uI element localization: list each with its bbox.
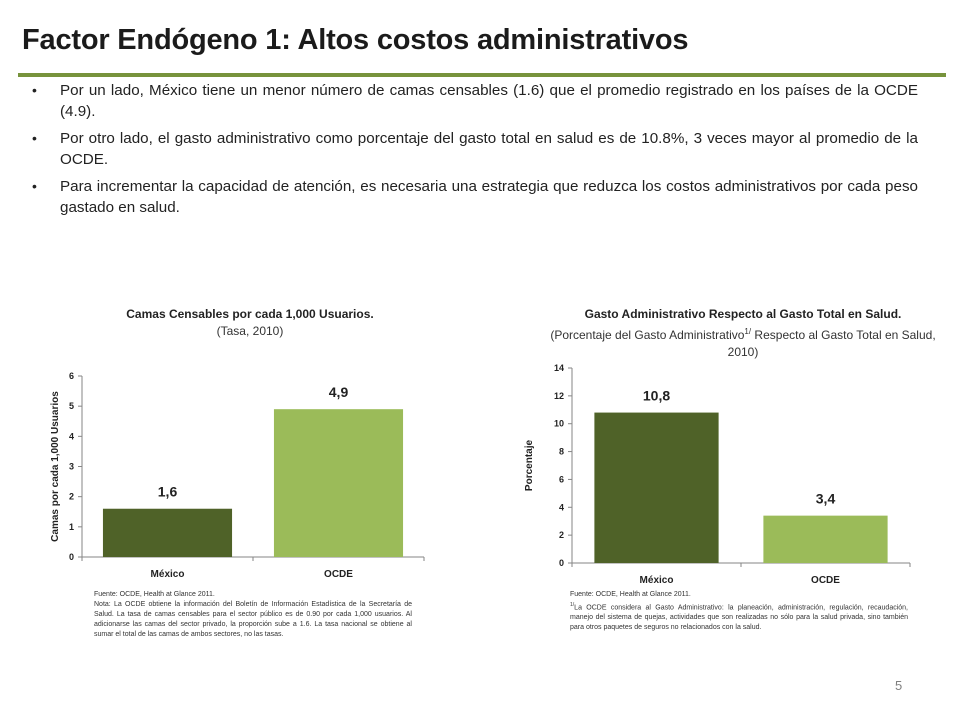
chart2-y-tick-label: 0: [559, 558, 564, 568]
chart2-subtitle: (Porcentaje del Gasto Administrativo1/ R…: [550, 327, 936, 359]
chart2-bar-1: [594, 412, 719, 563]
chart2-y-axis-label: Porcentaje: [524, 439, 535, 491]
chart1-data-label: 4,9: [329, 384, 349, 400]
chart1-y-tick-label: 0: [69, 552, 74, 562]
chart1-x-tick-label: México: [151, 569, 185, 580]
chart2-y-tick-label: 8: [559, 447, 564, 457]
chart1-note: Fuente: OCDE, Health at Glance 2011. Not…: [94, 590, 412, 640]
bullet-item: Por un lado, México tiene un menor númer…: [32, 80, 918, 122]
chart2-x-tick-label: México: [640, 575, 674, 586]
chart2-data-label: 10,8: [643, 388, 670, 404]
chart1-bar-chart: 0 1 2 3 4 5 6 Camas por cada 1,000 Usuarios 1,6 M…: [50, 371, 425, 580]
chart1-note-text: Nota: La OCDE obtiene la información del…: [94, 601, 412, 638]
chart2-y-tick-label: 12: [554, 391, 564, 401]
chart2-y-tick-label: 4: [559, 502, 564, 512]
chart1-y-tick-label: 3: [69, 462, 74, 472]
chart2-note-source: Fuente: OCDE, Health at Glance 2011.: [570, 591, 691, 598]
chart1-title-block: Camas Censables por cada 1,000 Usuarios.…: [60, 306, 440, 340]
chart1-y-axis-label: Camas por cada 1,000 Usuarios: [50, 391, 61, 542]
chart1-note-source: Fuente: OCDE, Health at Glance 2011.: [94, 591, 215, 598]
chart1-y-tick-label: 1: [69, 522, 74, 532]
chart1-subtitle: (Tasa, 2010): [216, 324, 284, 338]
chart1-y-tick-label: 4: [69, 431, 74, 441]
chart2-y-tick-label: 14: [554, 363, 564, 373]
chart1-y-tick-label: 2: [69, 492, 74, 502]
chart2-bar-2: [763, 515, 888, 563]
bullet-list: Por un lado, México tiene un menor númer…: [32, 80, 918, 224]
chart1-x-tick-label: OCDE: [324, 569, 353, 580]
bullet-item: Para incrementar la capacidad de atenció…: [32, 176, 918, 218]
chart2-y-tick-label: 2: [559, 530, 564, 540]
chart1-title: Camas Censables por cada 1,000 Usuarios.: [126, 307, 374, 321]
chart2-y-tick-label: 6: [559, 474, 564, 484]
chart2-title: Gasto Administrativo Respecto al Gasto T…: [584, 307, 902, 321]
chart1-y-tick-label: 5: [69, 401, 74, 411]
chart1-bar-1: [102, 508, 233, 557]
chart1-data-label: 1,6: [158, 484, 178, 500]
chart2-y-tick-label: 10: [554, 419, 564, 429]
chart2-x-tick-label: OCDE: [811, 575, 840, 586]
chart1-bar-2: [273, 409, 404, 557]
bullet-item: Por otro lado, el gasto administrativo c…: [32, 128, 918, 170]
chart2-note-text: 1/La OCDE considera al Gasto Administrat…: [570, 602, 908, 632]
chart2-bar-chart: 0 2 4 6 8 10 12 14 Porcentaje 10,8 México 3,4 OCDE: [524, 363, 911, 586]
chart2-note: Fuente: OCDE, Health at Glance 2011. 1/L…: [570, 590, 908, 633]
chart1-y-tick-label: 6: [69, 371, 74, 381]
title-underline: [18, 73, 946, 77]
slide-title: Factor Endógeno 1: Altos costos administ…: [22, 24, 689, 56]
chart2-title-block: Gasto Administrativo Respecto al Gasto T…: [545, 306, 941, 361]
page-number: 5: [895, 678, 903, 693]
chart2-data-label: 3,4: [816, 491, 836, 507]
